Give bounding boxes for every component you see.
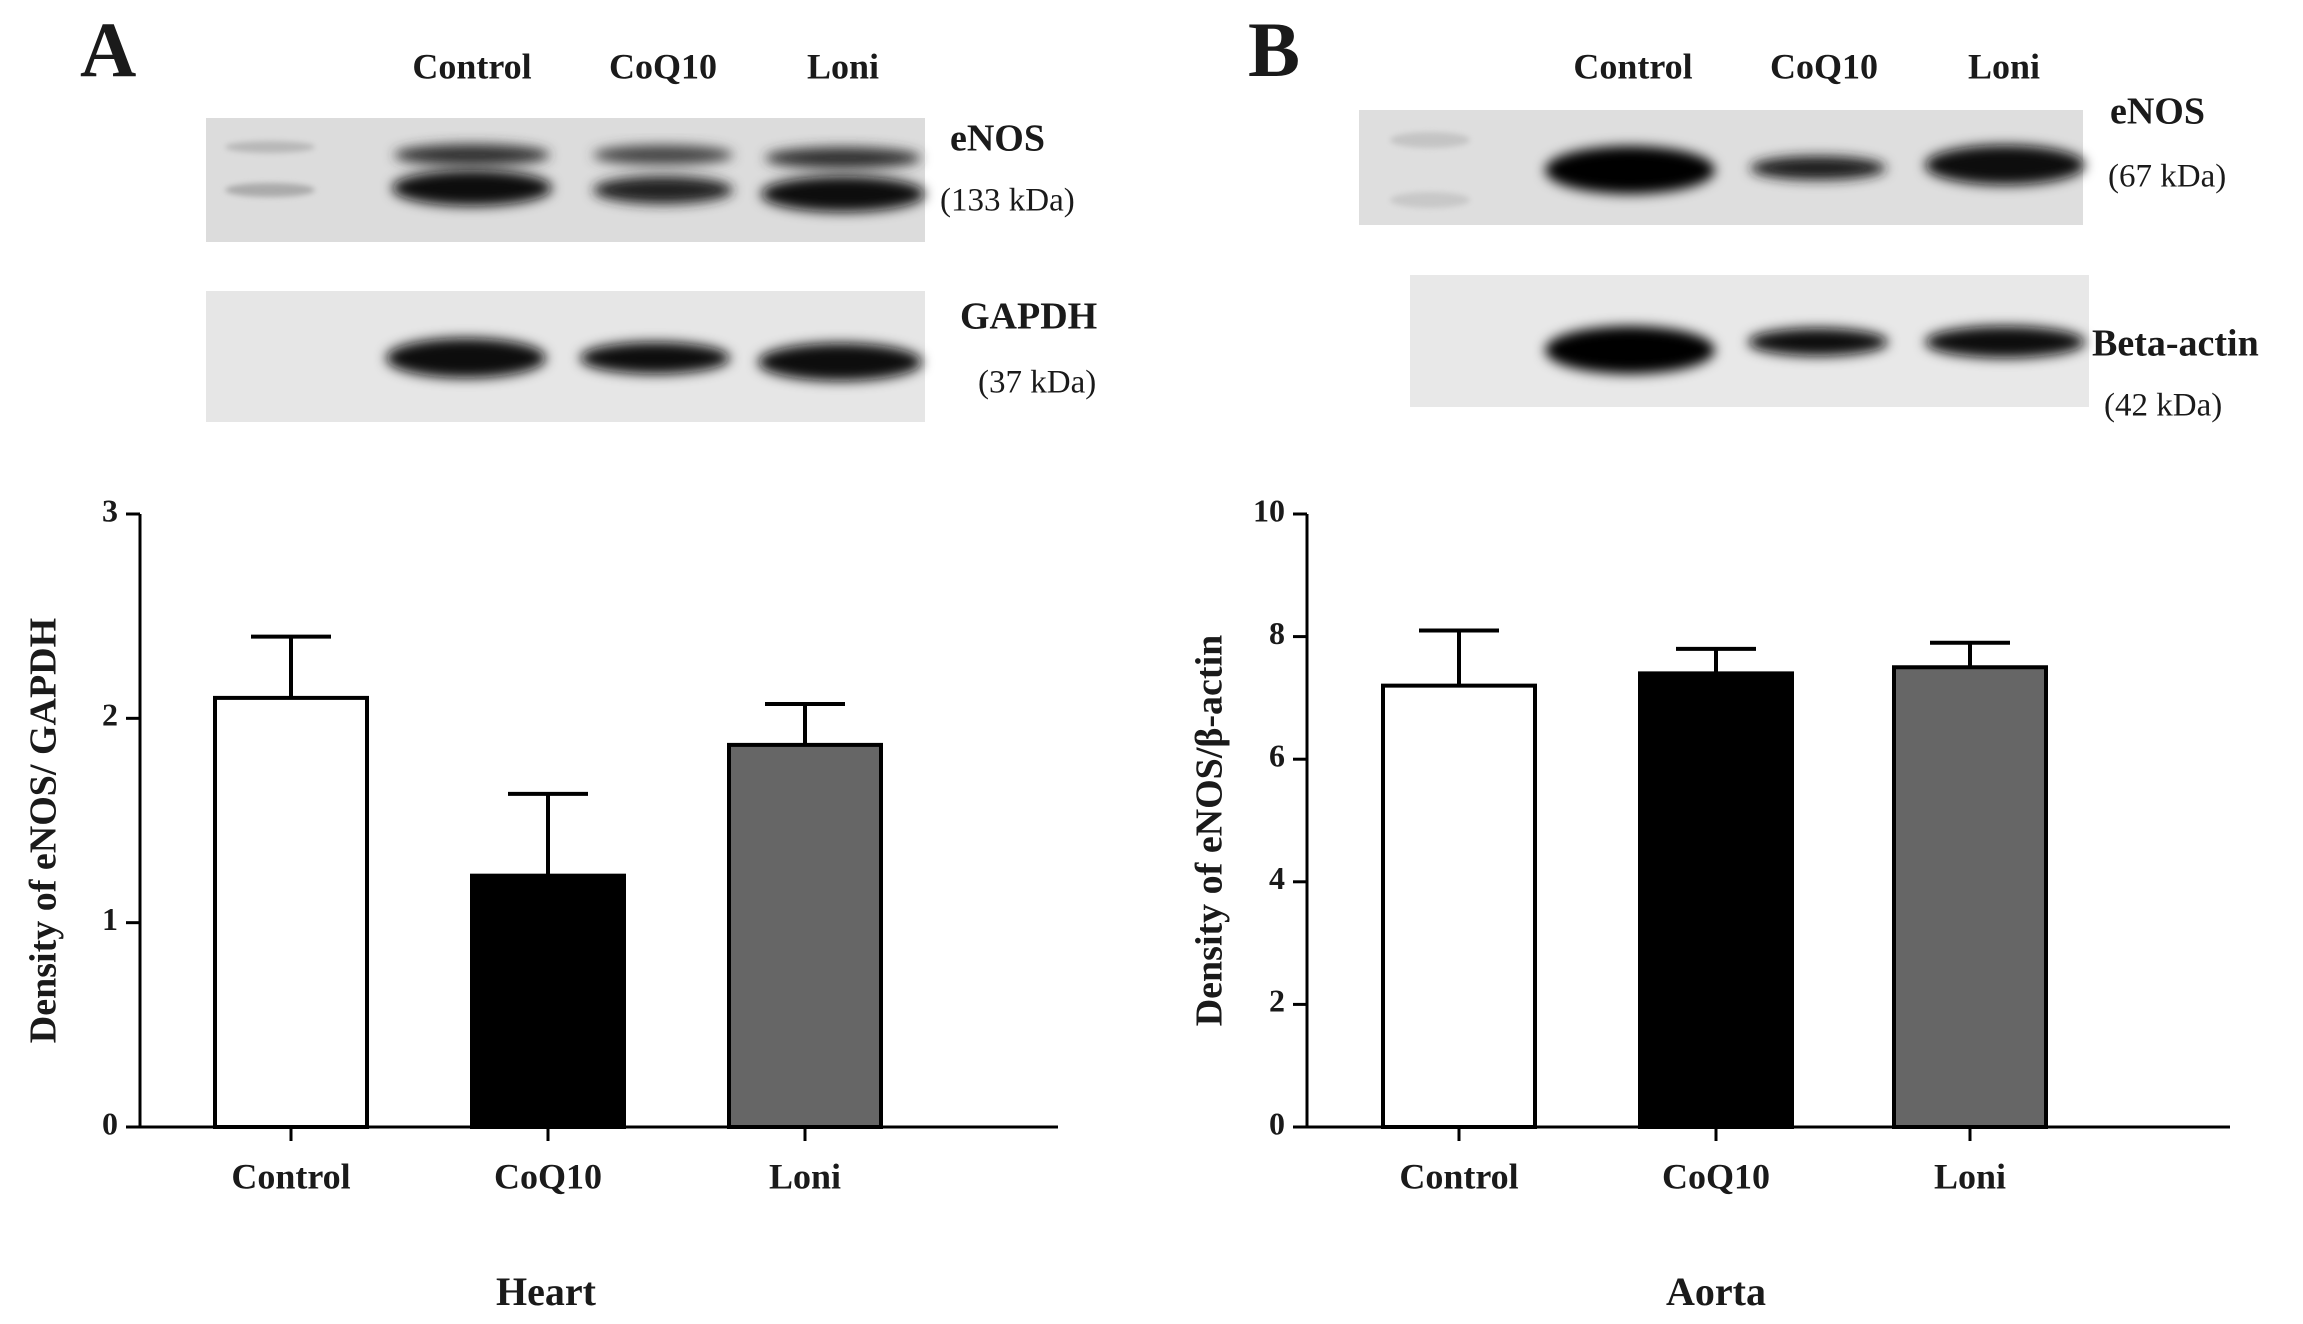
- x-tick-label: Control: [231, 1156, 350, 1196]
- bar: [1381, 683, 1537, 1129]
- bar: [470, 873, 626, 1129]
- x-axis-title: Aorta: [1666, 1269, 1766, 1314]
- bar: [727, 742, 883, 1129]
- lane-label: CoQ10: [1770, 46, 1878, 86]
- y-tick-label: 2: [102, 697, 118, 733]
- lane-label: Loni: [807, 46, 879, 86]
- y-axis-title: Density of eNOS/ GAPDH: [23, 618, 65, 1043]
- panel-label: B: [1248, 6, 1300, 93]
- y-tick-label: 0: [102, 1105, 118, 1141]
- y-tick-label: 8: [1269, 615, 1285, 651]
- protein-label: Beta-actin: [2092, 323, 2259, 365]
- x-tick-label: Control: [1399, 1156, 1518, 1196]
- weight-label: (37 kDa): [978, 365, 1096, 401]
- weight-label: (42 kDa): [2104, 388, 2222, 424]
- protein-label: GAPDH: [960, 296, 1097, 338]
- x-tick-label: Loni: [769, 1156, 841, 1196]
- lane-label: Loni: [1968, 46, 2040, 86]
- y-tick-label: 4: [1269, 860, 1285, 896]
- protein-label: eNOS: [2110, 91, 2205, 133]
- lane-label: Control: [1573, 46, 1692, 86]
- x-axis-title: Heart: [496, 1269, 597, 1314]
- y-axis-title: Density of eNOS/β-actin: [1189, 635, 1231, 1027]
- y-tick-label: 1: [102, 901, 118, 937]
- bar: [1892, 665, 2048, 1129]
- weight-label: (67 kDa): [2108, 159, 2226, 195]
- weight-label: (133 kDa): [940, 183, 1075, 219]
- y-tick-label: 10: [1253, 492, 1285, 528]
- blot: [206, 118, 925, 422]
- bar: [213, 695, 369, 1130]
- x-tick-label: CoQ10: [1662, 1156, 1770, 1196]
- y-tick-label: 3: [102, 492, 118, 528]
- y-tick-label: 0: [1269, 1105, 1285, 1141]
- x-tick-label: CoQ10: [494, 1156, 602, 1196]
- bar: [1638, 671, 1794, 1129]
- y-tick-label: 6: [1269, 738, 1285, 774]
- x-tick-label: Loni: [1934, 1156, 2006, 1196]
- panel-label: A: [80, 6, 136, 93]
- blot: [1359, 110, 2089, 407]
- protein-label: eNOS: [950, 118, 1045, 160]
- lane-label: CoQ10: [609, 46, 717, 86]
- y-tick-label: 2: [1269, 983, 1285, 1019]
- lane-label: Control: [412, 46, 531, 86]
